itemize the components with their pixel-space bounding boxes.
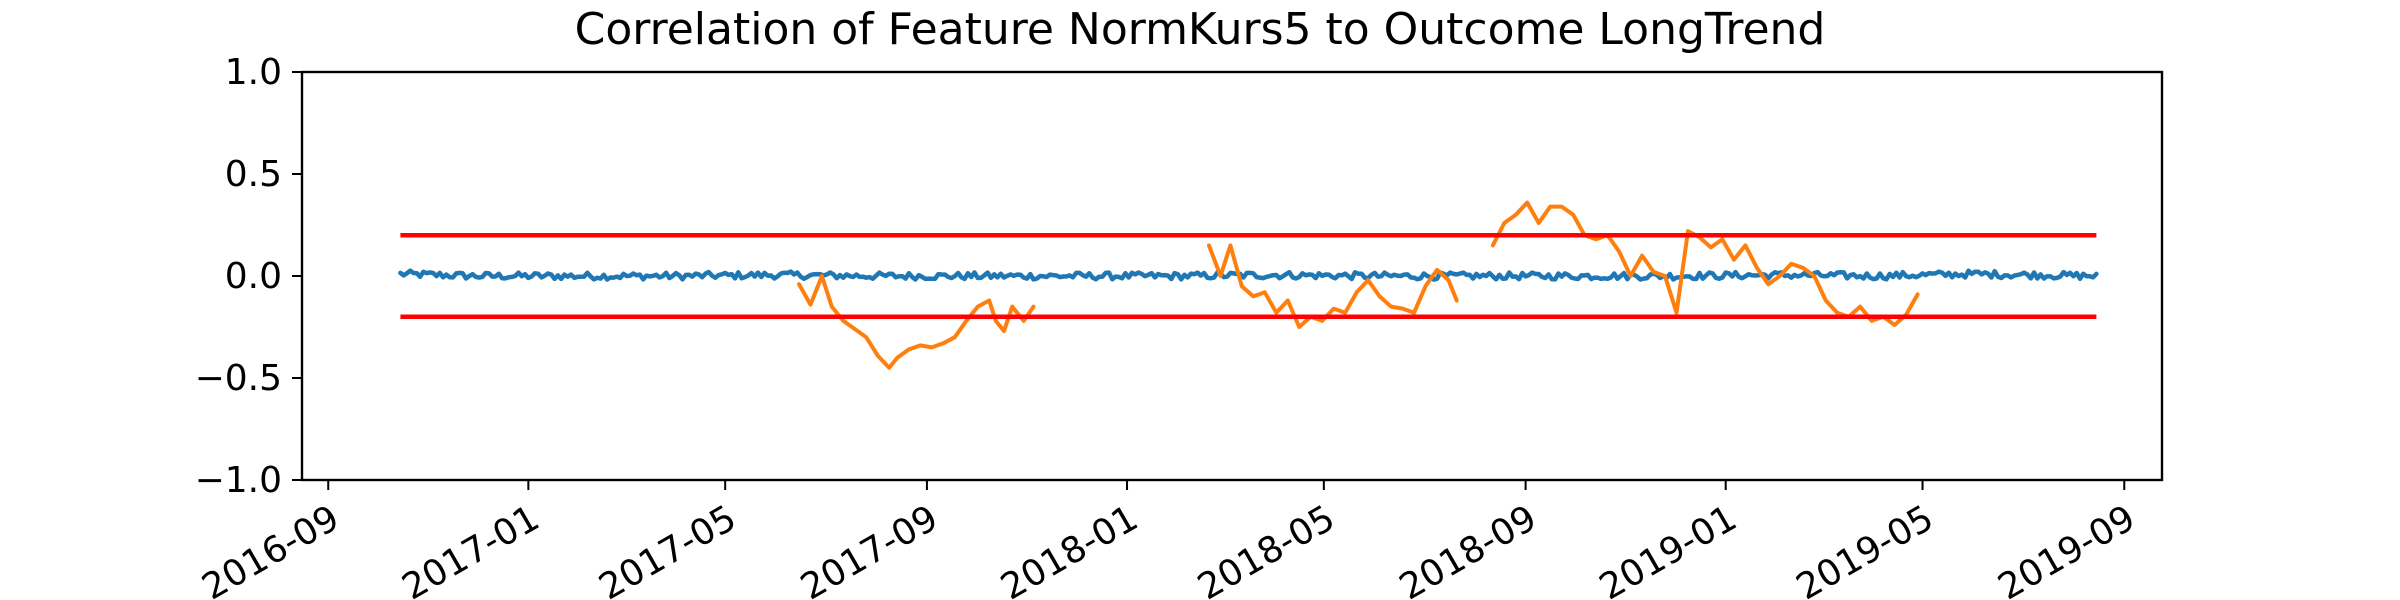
series-line-3 <box>1490 200 1920 327</box>
y-axis: 1.0 0.5 0.0 −0.5 −1.0 <box>195 52 302 501</box>
series-line-0 <box>398 268 2099 282</box>
x-tick-label: 2019-01 <box>1593 498 1744 600</box>
x-tick-label: 2018-09 <box>1393 498 1544 600</box>
y-tick-label: 0.5 <box>225 154 282 195</box>
y-tick-label: −1.0 <box>195 460 282 501</box>
series-line-1 <box>797 274 1036 370</box>
x-tick-label: 2018-05 <box>1191 498 1342 600</box>
series-line-2 <box>1207 243 1459 329</box>
chart-title: Correlation of Feature NormKurs5 to Outc… <box>575 4 1826 55</box>
x-axis: 2016-09 2017-01 2017-05 2017-09 2018-01 2018-… <box>195 480 2142 600</box>
plot-area <box>398 200 2099 370</box>
x-tick-label: 2017-05 <box>592 498 743 600</box>
y-tick-label: 0.0 <box>225 256 282 297</box>
x-tick-label: 2019-05 <box>1790 498 1941 600</box>
x-tick-label: 2017-01 <box>396 498 547 600</box>
y-tick-label: 1.0 <box>225 52 282 93</box>
x-tick-label: 2018-01 <box>994 498 1145 600</box>
x-tick-label: 2019-09 <box>1992 498 2143 600</box>
x-tick-label: 2017-09 <box>794 498 945 600</box>
y-tick-label: −0.5 <box>195 358 282 399</box>
x-tick-label: 2016-09 <box>195 498 346 600</box>
